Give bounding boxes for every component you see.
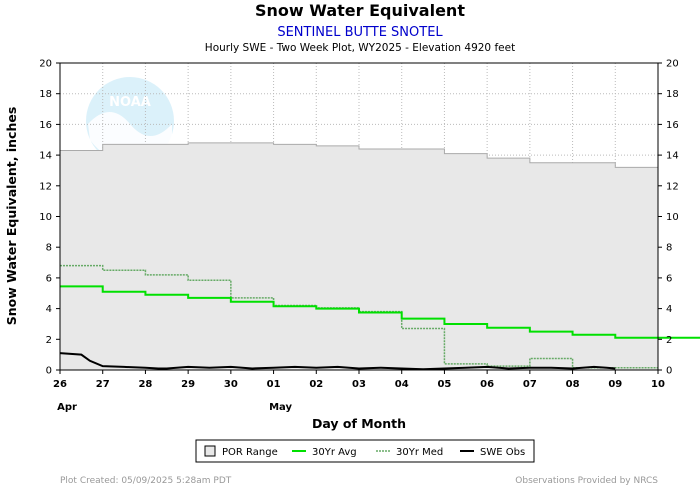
y-tick-label-right: 2 (666, 335, 672, 346)
y-tick-label-left: 2 (46, 335, 52, 346)
legend-label-por-range: POR Range (222, 447, 278, 458)
x-tick-label: 02 (309, 379, 323, 390)
footer-observations-source: Observations Provided by NRCS (515, 476, 658, 486)
x-tick-label: 09 (608, 379, 622, 390)
x-tick-label: 04 (395, 379, 409, 390)
footer-plot-created: Plot Created: 05/09/2025 5:28am PDT (60, 476, 232, 486)
y-tick-label-right: 20 (666, 59, 679, 70)
x-tick-label: 26 (53, 379, 67, 390)
y-tick-label-right: 4 (666, 304, 672, 315)
x-tick-label: 01 (267, 379, 281, 390)
legend-label-swe-obs: SWE Obs (480, 447, 525, 458)
x-tick-label: 29 (181, 379, 195, 390)
y-tick-label-left: 12 (39, 181, 52, 192)
y-tick-label-right: 6 (666, 273, 672, 284)
y-tick-label-right: 18 (666, 89, 679, 100)
y-tick-label-left: 6 (46, 273, 52, 284)
y-tick-label-left: 14 (39, 151, 52, 162)
x-tick-label: 28 (138, 379, 152, 390)
chart-station-name: SENTINEL BUTTE SNOTEL (277, 25, 443, 40)
series-layer (59, 142, 700, 371)
y-tick-label-right: 0 (666, 366, 672, 377)
x-tick-label: 06 (480, 379, 494, 390)
x-month-label: Apr (57, 402, 77, 413)
series-por-range-area (59, 142, 659, 371)
legend-label-30yr-avg: 30Yr Avg (312, 447, 357, 458)
y-tick-label-left: 18 (39, 89, 52, 100)
legend-label-30yr-med: 30Yr Med (396, 447, 443, 458)
legend-box (195, 439, 535, 463)
y-tick-label-left: 16 (39, 120, 52, 131)
y-axis-label: Snow Water Equivalent, inches (4, 107, 19, 326)
x-tick-label: 08 (566, 379, 580, 390)
legend-item-swe-obs: SWE Obs (460, 447, 525, 458)
legend-item-30yr-avg: 30Yr Avg (292, 447, 357, 458)
y-tick-label-right: 10 (666, 212, 679, 223)
y-tick-label-right: 14 (666, 151, 679, 162)
y-tick-label-right: 8 (666, 243, 672, 254)
legend-item-30yr-med: 30Yr Med (376, 447, 443, 458)
chart-title: Snow Water Equivalent (255, 1, 465, 20)
y-tick-label-left: 20 (39, 59, 52, 70)
series-swe-obs-line (59, 352, 616, 371)
x-tick-label: 10 (651, 379, 665, 390)
x-tick-label: 27 (96, 379, 110, 390)
y-tick-label-right: 12 (666, 181, 679, 192)
x-tick-label: 03 (352, 379, 366, 390)
y-tick-label-left: 4 (46, 304, 52, 315)
x-month-label: May (269, 402, 292, 413)
series-30yr-avg-line (60, 285, 700, 339)
chart-description: Hourly SWE - Two Week Plot, WY2025 - Ele… (205, 42, 515, 54)
noaa-logo-text: NOAA (109, 95, 151, 110)
x-tick-label: 30 (224, 379, 238, 390)
y-tick-label-left: 10 (39, 212, 52, 223)
x-axis-label: Day of Month (312, 416, 406, 431)
y-tick-label-right: 16 (666, 120, 679, 131)
y-tick-label-left: 8 (46, 243, 52, 254)
legend-item-por-range: POR Range (204, 445, 278, 458)
legend: POR Range 30Yr Avg 30Yr Med SWE Obs (195, 439, 535, 463)
x-tick-label: 05 (437, 379, 451, 390)
y-tick-label-left: 0 (46, 366, 52, 377)
legend-swatch-por-range (204, 445, 216, 457)
series-30yr-med-line (60, 264, 658, 369)
x-tick-label: 07 (523, 379, 537, 390)
